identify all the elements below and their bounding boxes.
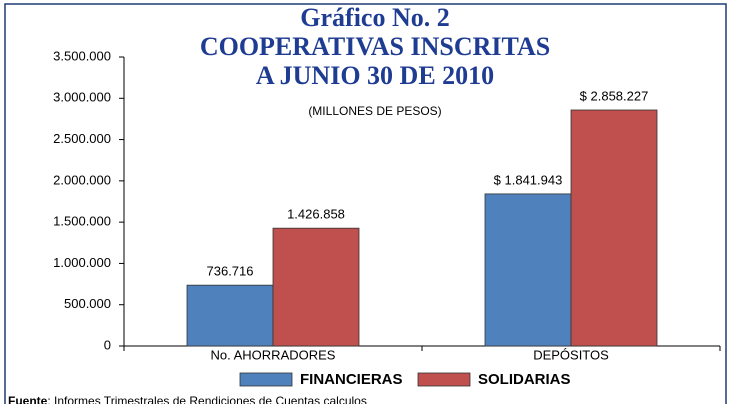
bar	[186, 284, 274, 347]
y-tick-label: 1.500.000	[53, 214, 111, 229]
y-tick-label: 3.500.000	[53, 48, 111, 63]
legend-label: FINANCIERAS	[300, 371, 403, 388]
y-tick-label: 0	[104, 337, 111, 352]
y-tick-label: 3.000.000	[53, 90, 111, 105]
source-note: Fuente: Informes Trimestrales de Rendici…	[8, 394, 367, 404]
chart-title: Gráfico No. 2	[300, 3, 449, 32]
source-label: Fuente	[8, 394, 48, 404]
bar	[570, 109, 658, 347]
bar	[484, 193, 572, 347]
source-text: : Informes Trimestrales de Rendiciones d…	[47, 394, 366, 404]
legend-swatch	[417, 372, 471, 387]
y-tick-label: 500.000	[64, 296, 111, 311]
chart-title: A JUNIO 30 DE 2010	[256, 61, 494, 90]
legend-swatch	[239, 372, 293, 387]
data-label: 736.716	[207, 264, 254, 279]
y-tick-label: 1.000.000	[53, 255, 111, 270]
chart-subtitle: (MILLONES DE PESOS)	[308, 104, 441, 118]
data-label: $ 2.858.227	[580, 88, 649, 103]
data-label: 1.426.858	[287, 207, 345, 222]
data-label: $ 1.841.943	[494, 172, 563, 187]
x-tick-label: DEPÓSITOS	[533, 347, 609, 362]
legend-label: SOLIDARIAS	[478, 371, 571, 388]
y-tick-label: 2.000.000	[53, 172, 111, 187]
chart-title: COOPERATIVAS INSCRITAS	[200, 32, 550, 61]
x-tick-label: No. AHORRADORES	[211, 347, 336, 362]
bar	[272, 227, 360, 347]
y-tick-label: 2.500.000	[53, 131, 111, 146]
